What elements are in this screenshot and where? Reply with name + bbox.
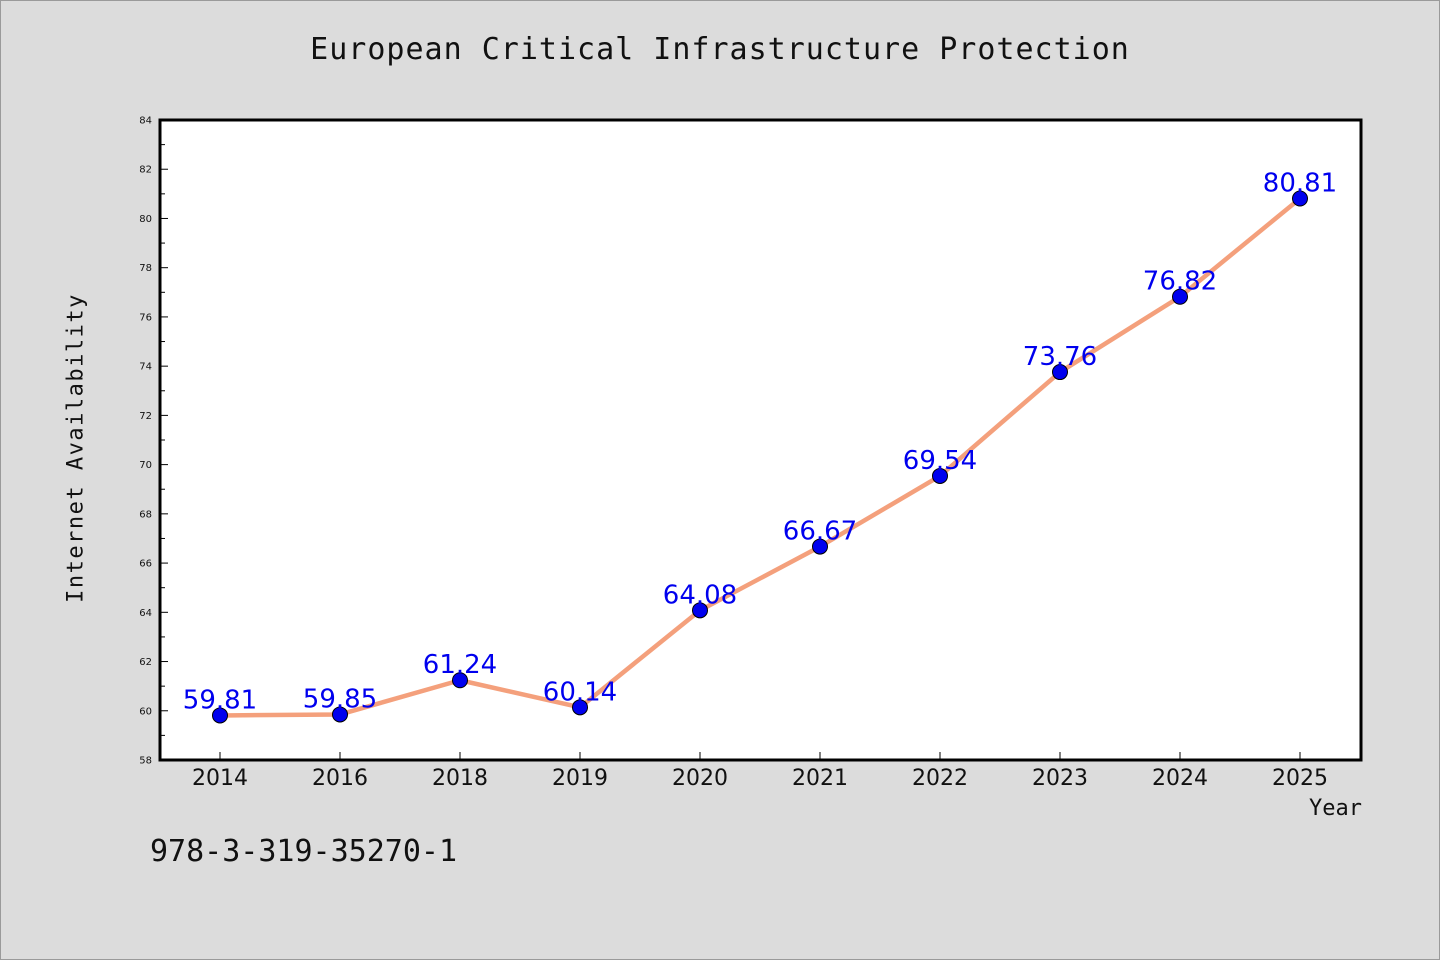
data-label: 59.81 [183,685,257,715]
data-point [1052,364,1068,381]
y-tick-label: 70 [139,460,152,471]
x-tick-label: 2019 [552,766,608,791]
data-point [332,706,348,723]
x-tick-label: 2024 [1152,766,1208,791]
y-tick-label: 60 [139,706,152,717]
y-tick-label: 66 [139,559,152,570]
data-label: 73.76 [1023,342,1097,372]
data-point [1172,288,1188,305]
data-label: 76.82 [1143,267,1217,297]
y-tick-label: 82 [139,165,152,176]
plot-area [158,118,1363,762]
x-axis-ticks: 2014 2016 2018 2019 2020 2021 2022 2023 2024 2025 [192,752,1328,791]
data-point [572,699,588,716]
data-point [1292,190,1308,207]
data-point [812,538,828,555]
data-point [692,602,708,619]
series-line [219,196,1302,718]
y-tick-label: 76 [139,312,152,323]
y-tick-label: 78 [139,263,152,274]
data-label: 60.14 [543,677,617,707]
y-tick-label: 72 [139,411,152,422]
x-tick-label: 2014 [192,766,248,791]
x-tick-label: 2021 [792,766,848,791]
x-tick-label: 2016 [312,766,368,791]
chart-title: European Critical Infrastructure Protect… [310,32,1130,67]
y-tick-label: 84 [139,116,152,127]
y-tick-label: 74 [139,362,152,373]
x-tick-label: 2018 [432,766,488,791]
y-tick-label: 80 [139,214,152,225]
data-label: 69.54 [903,446,977,476]
y-tick-label: 64 [139,608,152,619]
data-label: 59.85 [303,684,377,714]
isbn-footnote: 978-3-319-35270-1 [150,834,458,869]
y-tick-label: 58 [139,756,152,767]
data-point [452,672,468,689]
y-axis-ticks: 58 60 62 64 66 68 70 72 74 76 78 80 82 84 [139,116,168,767]
y-tick-label: 68 [139,509,152,520]
x-tick-label: 2023 [1032,766,1088,791]
x-tick-label: 2022 [912,766,968,791]
y-tick-label: 62 [139,657,152,668]
data-label: 80.81 [1263,169,1337,199]
data-label: 66.67 [783,517,857,547]
x-axis-label: Year [1309,796,1362,821]
data-labels: 59.81 59.85 61.24 60.14 64.08 66.67 69.54 73.76… [183,169,1337,716]
data-label: 64.08 [663,580,737,610]
data-point [212,707,228,724]
data-label: 61.24 [423,650,497,680]
x-tick-label: 2020 [672,766,728,791]
x-tick-label: 2025 [1272,766,1328,791]
data-points [212,190,1308,724]
data-point [932,467,948,484]
